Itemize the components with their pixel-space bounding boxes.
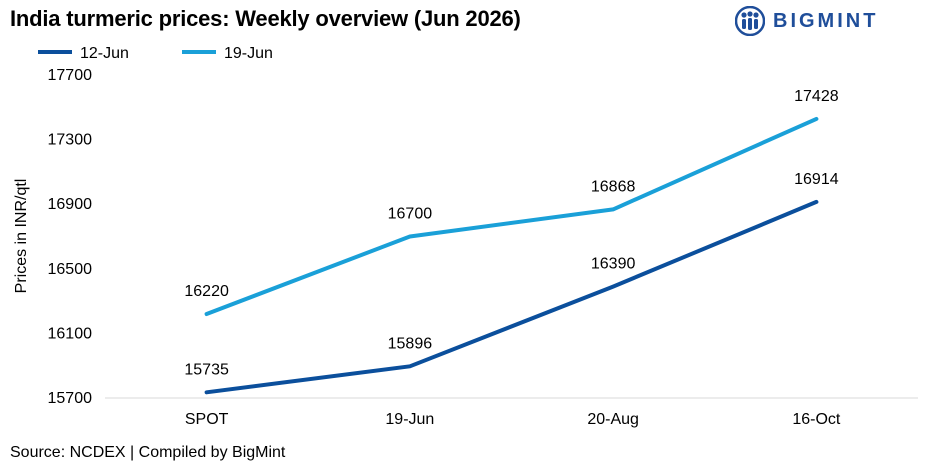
line-chart: 12-Jun 19-Jun Prices in INR/qtl 15700 161… [13, 45, 918, 428]
data-label: 16220 [184, 283, 229, 300]
y-tick-label: 17300 [48, 132, 93, 149]
bigmint-logo-icon [735, 6, 765, 36]
brand-name: BIGMINT [773, 9, 879, 32]
y-tick-label: 16500 [48, 261, 93, 278]
y-tick-label: 17700 [48, 67, 93, 84]
y-tick-label: 16900 [48, 196, 93, 213]
data-label: 17428 [794, 88, 839, 105]
x-tick-label: 20-Aug [587, 411, 639, 428]
chart-title: India turmeric prices: Weekly overview (… [10, 6, 521, 31]
source-note: Source: NCDEX | Compiled by BigMint [10, 444, 286, 461]
x-tick-label: 16-Oct [792, 411, 841, 428]
legend-label-19-jun: 19-Jun [224, 45, 273, 62]
data-label: 15735 [184, 361, 229, 378]
data-label: 16390 [591, 256, 636, 273]
data-label: 16700 [388, 206, 433, 223]
series-lines [204, 116, 819, 395]
x-tick-label: 19-Jun [385, 411, 434, 428]
data-label: 16914 [794, 171, 839, 188]
legend: 12-Jun 19-Jun [38, 45, 273, 62]
data-label: 16868 [591, 178, 636, 195]
data-label: 15896 [388, 335, 433, 352]
y-tick-label: 16100 [48, 325, 93, 342]
legend-label-12-jun: 12-Jun [80, 45, 129, 62]
series-line-19-jun [204, 116, 819, 316]
brand-logo: BIGMINT [735, 6, 878, 36]
y-tick-label: 15700 [48, 390, 93, 407]
x-tick-label: SPOT [185, 411, 229, 428]
data-labels: 15735 15896 16390 16914 16220 16700 16868 17428 [184, 88, 838, 378]
y-axis-ticks: 15700 16100 16500 16900 17300 17700 [48, 67, 93, 407]
x-axis-ticks: SPOT 19-Jun 20-Aug 16-Oct [185, 411, 841, 428]
y-axis-label: Prices in INR/qtl [13, 179, 30, 294]
series-line-12-jun [204, 199, 819, 395]
